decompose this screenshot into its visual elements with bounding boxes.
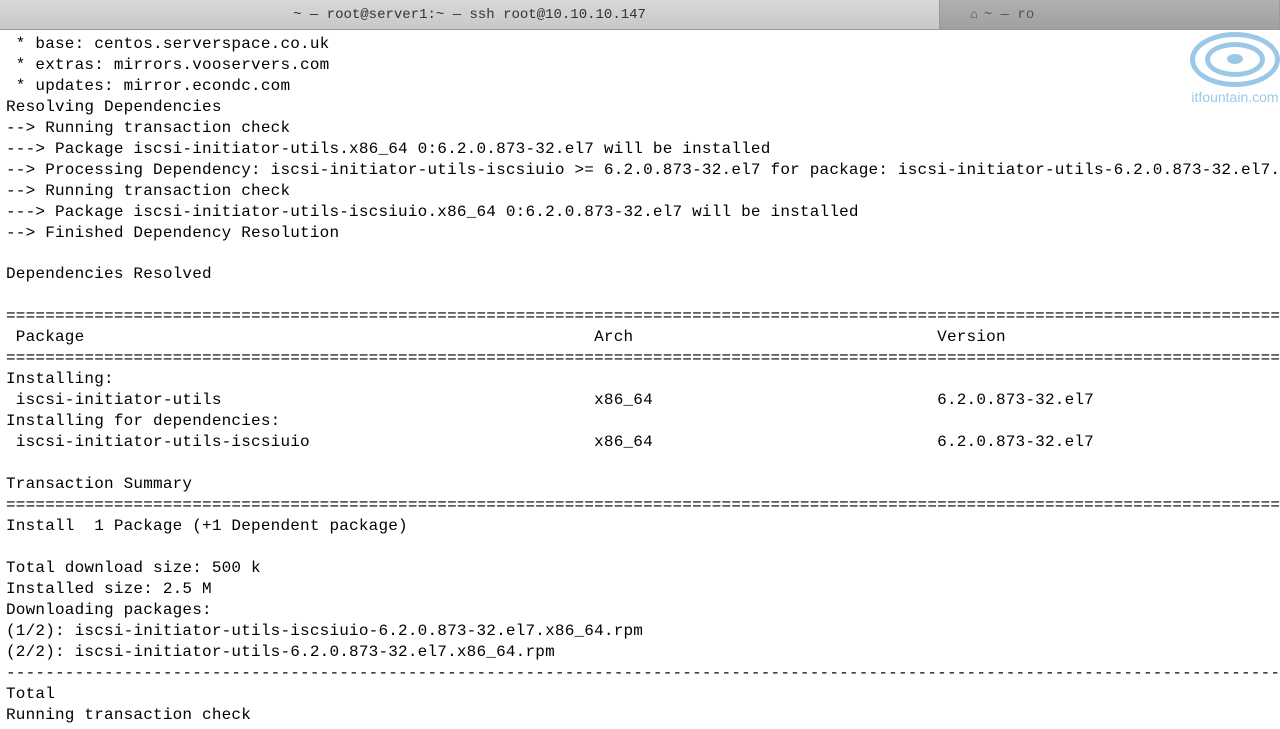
terminal-tab-inactive[interactable]: ⌂ ~ — ro [940,0,1280,29]
tab-active-label: ~ — root@server1:~ — ssh root@10.10.10.1… [293,7,646,23]
tab-inactive-label: ~ — ro [984,7,1034,23]
terminal-tab-active[interactable]: ~ — root@server1:~ — ssh root@10.10.10.1… [0,0,940,29]
home-icon: ⌂ [970,7,978,22]
terminal-output[interactable]: * base: centos.serverspace.co.uk * extra… [0,30,1280,729]
tab-bar: ~ — root@server1:~ — ssh root@10.10.10.1… [0,0,1280,30]
